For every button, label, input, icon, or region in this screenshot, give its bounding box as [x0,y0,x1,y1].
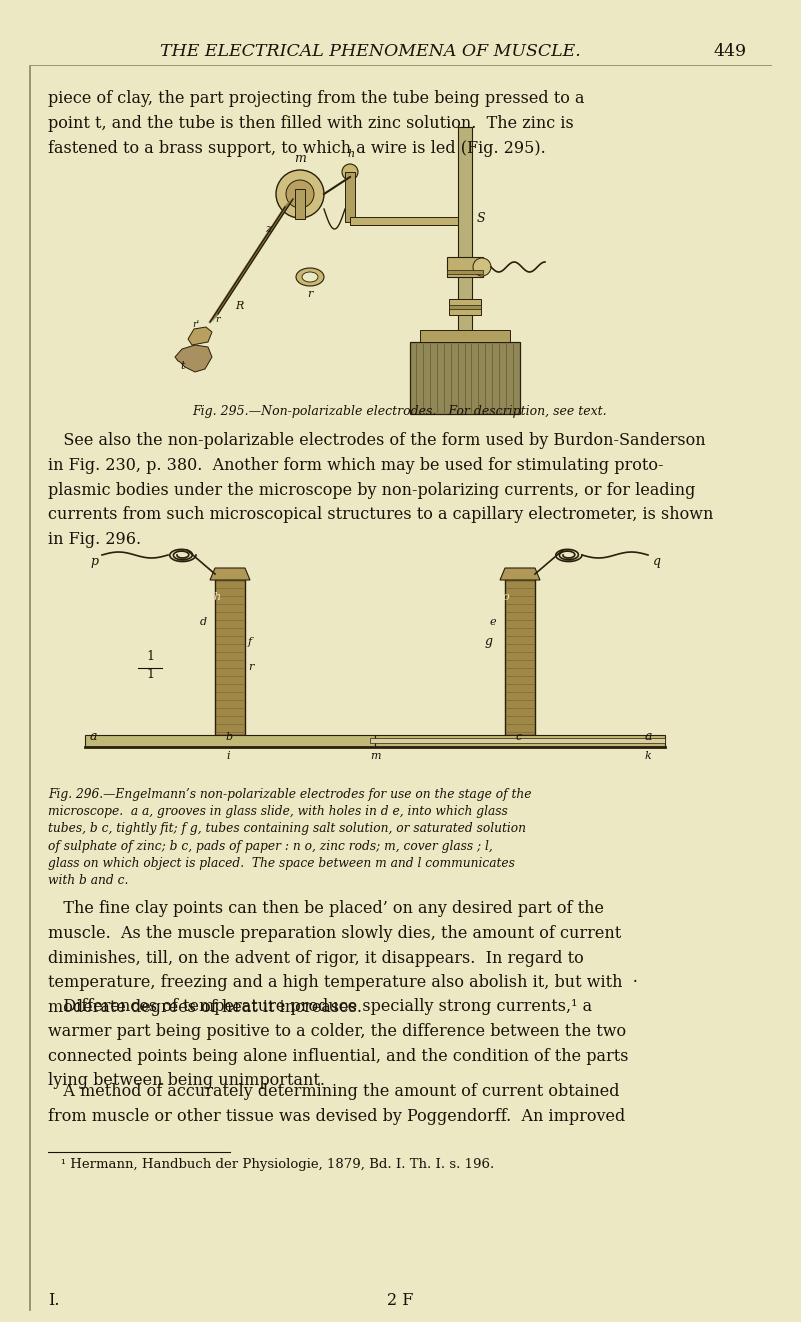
Bar [370,738,665,743]
Text: c: c [516,732,522,742]
Bar [420,330,510,342]
Text: Differences of temperature produce specially strong currents,¹ a
warmer part bei: Differences of temperature produce speci… [48,998,629,1089]
Bar [447,270,483,274]
Text: t: t [180,361,184,371]
Text: h: h [347,149,354,159]
Text: f: f [248,637,252,646]
Text: z: z [265,223,271,234]
Text: Fig. 296.—Engelmann’s non-polarizable electrodes for use on the stage of the
mic: Fig. 296.—Engelmann’s non-polarizable el… [48,788,532,887]
Bar [215,580,245,735]
Text: piece of clay, the part projecting from the tube being pressed to a
point t, and: piece of clay, the part projecting from … [48,90,585,156]
Bar [345,172,355,222]
Text: b: b [226,732,233,742]
Bar [85,735,375,747]
Text: R: R [235,301,244,311]
Circle shape [286,180,314,208]
Text: r: r [307,290,312,299]
Text: g: g [485,635,493,648]
Text: a: a [645,730,653,743]
Ellipse shape [302,272,318,282]
Text: The fine clay points can then be placed’ on any desired part of the
muscle.  As : The fine clay points can then be placed’… [48,900,638,1017]
Bar [449,305,481,309]
Bar [458,127,472,342]
Text: S: S [477,212,485,225]
Text: A method of accurately determining the amount of current obtained
from muscle or: A method of accurately determining the a… [48,1083,626,1125]
Text: o: o [503,592,509,602]
Text: 2 F: 2 F [387,1292,413,1309]
Bar [410,342,520,414]
Text: 449: 449 [714,44,747,61]
Text: r': r' [192,320,199,329]
Bar [375,735,665,747]
Text: ¹ Hermann, Handbuch der Physiologie, 1879, Bd. I. Th. I. s. 196.: ¹ Hermann, Handbuch der Physiologie, 187… [48,1158,494,1171]
Polygon shape [210,568,250,580]
Polygon shape [500,568,540,580]
Text: e: e [490,617,497,627]
Text: r: r [215,315,219,324]
Text: r: r [248,662,253,672]
Text: m: m [294,152,306,165]
Circle shape [473,258,491,276]
Text: k: k [645,751,652,761]
Polygon shape [188,327,212,345]
Bar [295,189,305,219]
Bar [447,256,483,278]
Text: q: q [653,555,661,568]
Text: a: a [90,730,98,743]
Bar [350,217,458,225]
Polygon shape [175,345,212,371]
Text: See also the non-polarizable electrodes of the form used by Burdon-Sanderson
in : See also the non-polarizable electrodes … [48,432,714,549]
Circle shape [342,164,358,180]
Text: i: i [226,751,230,761]
Bar [505,580,535,735]
Text: THE ELECTRICAL PHENOMENA OF MUSCLE.: THE ELECTRICAL PHENOMENA OF MUSCLE. [159,44,581,61]
Text: 1: 1 [146,650,154,664]
Text: p: p [90,555,98,568]
Text: m: m [370,751,380,761]
Bar [449,299,481,315]
Text: h: h [213,592,220,602]
Text: I.: I. [48,1292,59,1309]
Text: 1: 1 [146,668,154,681]
Text: d: d [200,617,207,627]
Text: Fig. 295.—Non-polarizable electrodes.   For description, see text.: Fig. 295.—Non-polarizable electrodes. Fo… [193,405,607,418]
Circle shape [276,171,324,218]
Ellipse shape [296,268,324,286]
